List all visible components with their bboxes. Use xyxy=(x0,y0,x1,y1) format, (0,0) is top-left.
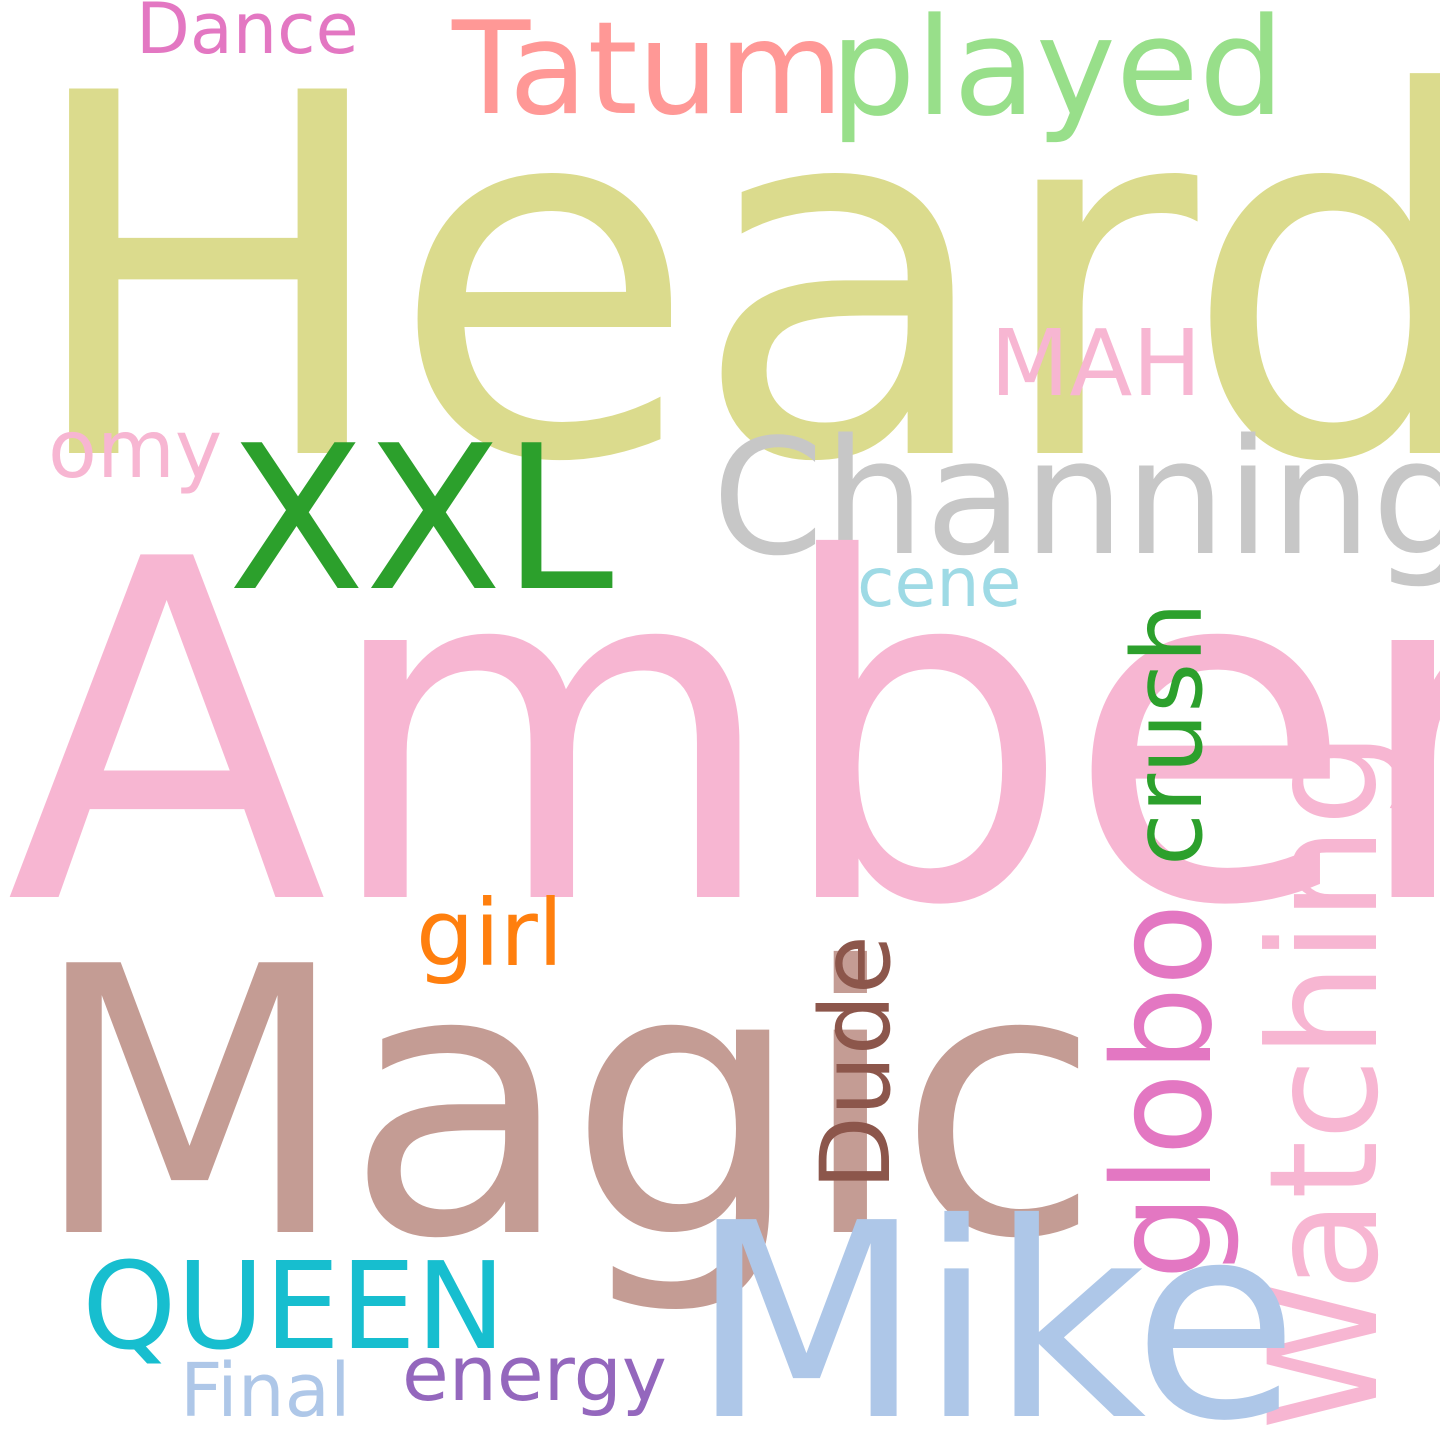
word-queen: QUEEN xyxy=(82,1238,506,1377)
word-crush: crush xyxy=(1112,602,1224,866)
word-mike: Mike xyxy=(690,1165,1299,1440)
word-dude: Dude xyxy=(800,935,912,1190)
word-played: played xyxy=(830,0,1285,146)
word-dance: Dance xyxy=(136,0,359,70)
word-omy: omy xyxy=(48,403,223,496)
word-final: Final xyxy=(180,1348,351,1434)
word-mah: MAH xyxy=(990,310,1202,417)
word-magic: Magic xyxy=(30,890,1101,1320)
word-tatum: Tatum xyxy=(452,0,844,144)
word-energy: energy xyxy=(402,1329,667,1418)
word-amber: Amber xyxy=(6,461,1440,1008)
word-heard: Heard xyxy=(20,0,1440,571)
word-channing: Channing xyxy=(712,404,1440,591)
word-xxl: XXL xyxy=(228,403,614,636)
word-girl: girl xyxy=(416,880,564,987)
word-scene: Scene xyxy=(814,544,1022,623)
